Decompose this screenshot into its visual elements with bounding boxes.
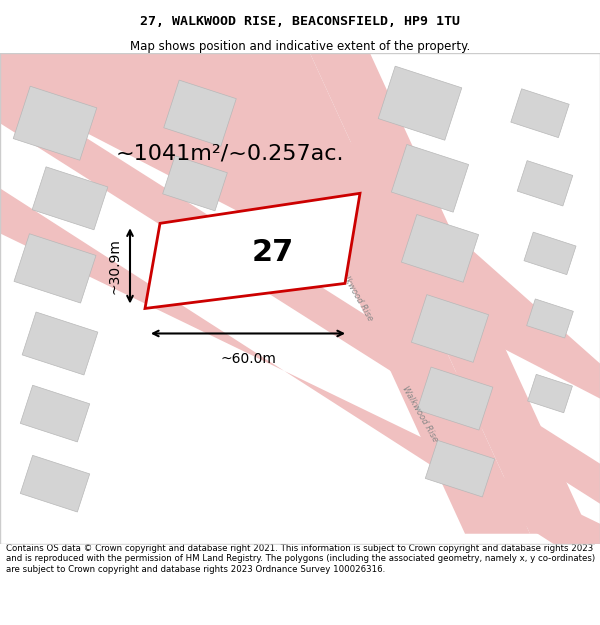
Text: 27: 27 bbox=[251, 238, 293, 267]
Polygon shape bbox=[20, 456, 90, 512]
Text: Walkwood Rise: Walkwood Rise bbox=[335, 264, 374, 323]
Polygon shape bbox=[378, 66, 462, 140]
Polygon shape bbox=[524, 232, 576, 274]
Polygon shape bbox=[32, 167, 108, 230]
Polygon shape bbox=[164, 80, 236, 146]
Text: Walkwood Rise: Walkwood Rise bbox=[400, 384, 440, 443]
Polygon shape bbox=[517, 161, 573, 206]
Text: Contains OS data © Crown copyright and database right 2021. This information is : Contains OS data © Crown copyright and d… bbox=[6, 544, 595, 574]
Polygon shape bbox=[417, 367, 493, 430]
Polygon shape bbox=[22, 312, 98, 375]
Polygon shape bbox=[174, 222, 210, 255]
Polygon shape bbox=[163, 156, 227, 211]
Polygon shape bbox=[391, 144, 469, 212]
Text: ~1041m²/~0.257ac.: ~1041m²/~0.257ac. bbox=[116, 143, 344, 163]
Text: Map shows position and indicative extent of the property.: Map shows position and indicative extent… bbox=[130, 40, 470, 53]
Polygon shape bbox=[145, 193, 360, 309]
Polygon shape bbox=[14, 234, 96, 303]
Polygon shape bbox=[511, 89, 569, 138]
Polygon shape bbox=[412, 294, 488, 362]
Polygon shape bbox=[527, 299, 574, 338]
Polygon shape bbox=[13, 86, 97, 160]
Text: ~30.9m: ~30.9m bbox=[108, 238, 122, 294]
Polygon shape bbox=[0, 83, 600, 504]
Text: 27, WALKWOOD RISE, BEACONSFIELD, HP9 1TU: 27, WALKWOOD RISE, BEACONSFIELD, HP9 1TU bbox=[140, 15, 460, 28]
Polygon shape bbox=[245, 53, 530, 534]
Polygon shape bbox=[425, 441, 495, 497]
Polygon shape bbox=[0, 53, 600, 399]
Text: ~60.0m: ~60.0m bbox=[220, 351, 276, 366]
Polygon shape bbox=[20, 385, 90, 442]
Polygon shape bbox=[401, 214, 479, 282]
Polygon shape bbox=[310, 53, 590, 534]
Polygon shape bbox=[527, 374, 572, 413]
Polygon shape bbox=[0, 188, 600, 574]
